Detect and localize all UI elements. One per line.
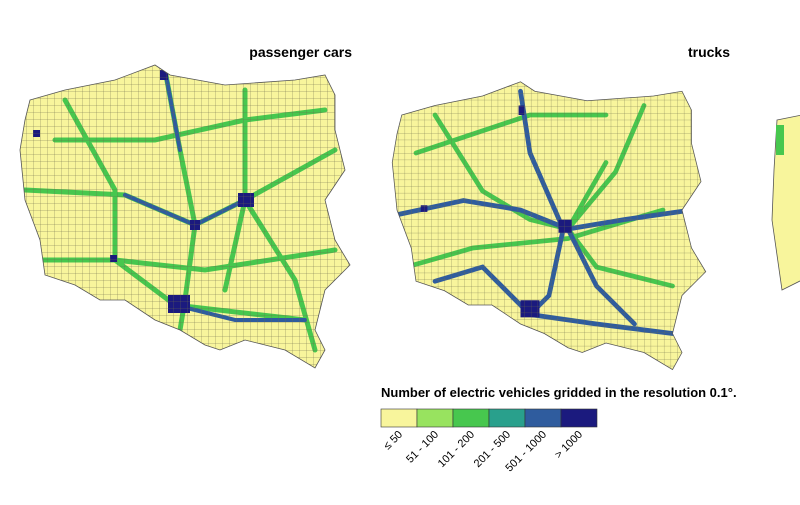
- legend-swatch: [488, 408, 526, 428]
- legend-swatch: [560, 408, 598, 428]
- legend-label: > 1000: [553, 429, 585, 461]
- legend-label: ≤ 50: [382, 429, 406, 453]
- legend-swatch: [380, 408, 418, 428]
- legend-title: Number of electric vehicles gridded in t…: [381, 385, 737, 400]
- legend-swatch: [524, 408, 562, 428]
- map-title: passenger cars: [249, 44, 352, 60]
- legend-swatch: [416, 408, 454, 428]
- legend-label: 51 - 100: [404, 429, 441, 466]
- map-title: trucks: [688, 44, 730, 60]
- legend-swatch: [452, 408, 490, 428]
- legend-label: 101 - 200: [436, 429, 477, 470]
- map-trucks: [391, 81, 707, 371]
- map-partial: [771, 114, 800, 291]
